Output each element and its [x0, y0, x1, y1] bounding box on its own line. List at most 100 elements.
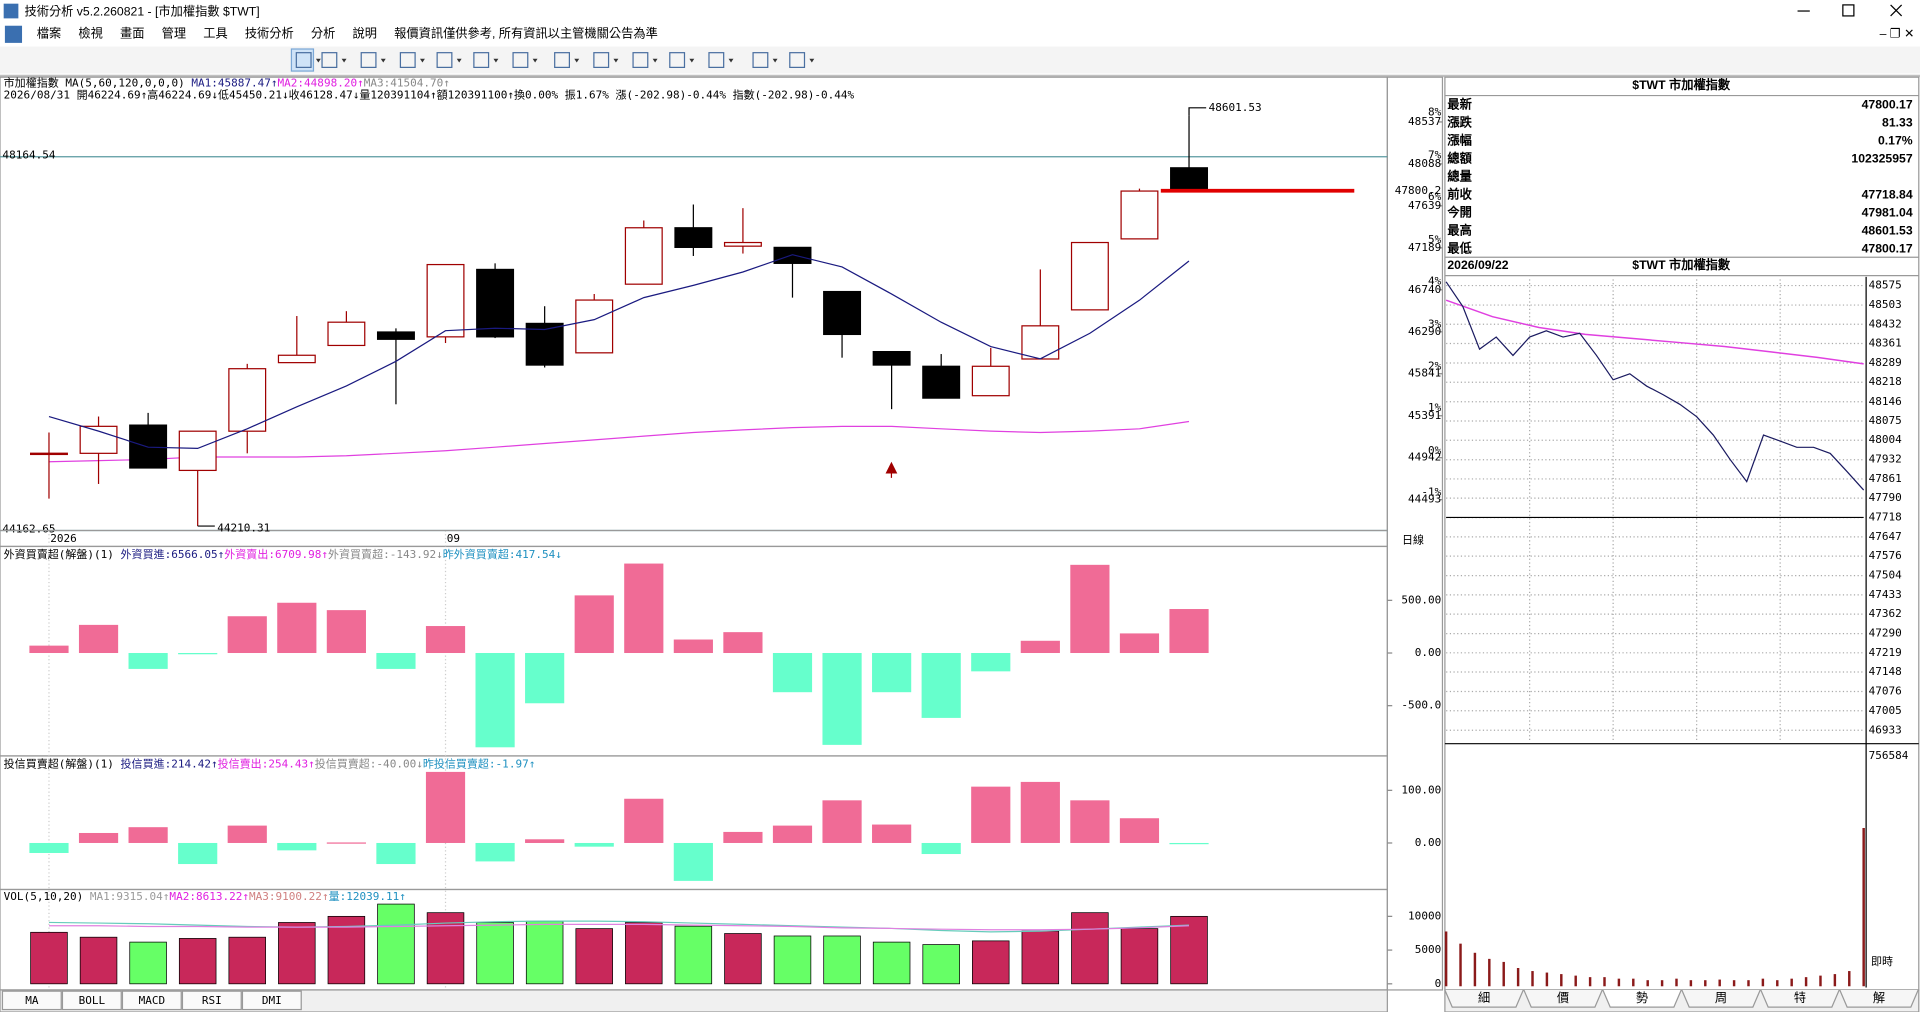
tab-label[interactable]: 價 — [1557, 991, 1569, 1005]
tab-label[interactable]: 周 — [1715, 991, 1727, 1005]
doc-icon — [4, 25, 23, 43]
y-tick-label: 100.00 — [1401, 783, 1441, 796]
tool-dropdown[interactable] — [493, 58, 499, 63]
tool-dropdown[interactable] — [456, 58, 462, 63]
y-tick-label: 48004 — [1869, 433, 1903, 446]
candle-body — [1070, 241, 1109, 311]
menu-item[interactable]: 技術分析 — [245, 27, 294, 41]
header-segment: 市加權指數 MA(5,60,120,0,0,0) — [4, 75, 192, 89]
tab[interactable] — [1760, 989, 1840, 1008]
tab[interactable] — [1681, 989, 1761, 1008]
tab-label[interactable]: MACD — [139, 994, 166, 1007]
info-label: 今開 — [1446, 205, 1471, 220]
info-label: 總量 — [1447, 169, 1471, 184]
tool-icon[interactable] — [752, 52, 769, 68]
y-tick-label: 48432 — [1869, 317, 1902, 330]
tool-dropdown[interactable] — [420, 58, 425, 63]
flow-bar — [723, 831, 763, 843]
info-frame — [1444, 76, 1920, 991]
tool-dropdown[interactable] — [574, 58, 580, 63]
flow-bar — [128, 653, 168, 669]
tool-icon[interactable] — [436, 52, 453, 68]
tab-label[interactable]: 解 — [1873, 991, 1885, 1005]
tool-dropdown[interactable] — [652, 58, 658, 63]
header-segment: 昨外資買賣超:417.54↓ — [443, 547, 562, 561]
header-segment: 投信買賣超:-40.00↓ — [315, 757, 423, 771]
menu-item[interactable]: 管理 — [162, 26, 186, 41]
menu-item[interactable]: 報價資訊僅供參考, 所有資訊以主管機關公告為準 — [394, 26, 658, 41]
y-tick-label: 500.00 — [1401, 593, 1441, 606]
flow-bar — [78, 832, 119, 843]
flow-bar — [1020, 781, 1060, 843]
tab-label[interactable]: 特 — [1794, 990, 1806, 1005]
tab[interactable] — [121, 990, 182, 1011]
tool-icon[interactable] — [708, 52, 725, 68]
tool-icon[interactable] — [593, 52, 610, 68]
tab-label[interactable]: 勢 — [1636, 990, 1648, 1005]
tool-dropdown[interactable] — [380, 58, 386, 63]
tool-icon[interactable] — [554, 52, 570, 68]
tool-dropdown[interactable] — [772, 58, 778, 63]
tool-icon[interactable] — [360, 52, 377, 68]
tab-label[interactable]: 細 — [1478, 991, 1490, 1005]
flow-bar — [921, 653, 961, 718]
tool-dropdown[interactable] — [728, 58, 734, 63]
candle-body — [971, 365, 1010, 397]
tab[interactable] — [241, 990, 302, 1011]
y-tick-label: 46740 — [1408, 283, 1441, 296]
tab[interactable] — [181, 990, 242, 1011]
tool-icon[interactable] — [512, 52, 529, 68]
tab-label[interactable]: MA — [25, 994, 39, 1007]
app-icon — [3, 3, 19, 19]
tab[interactable] — [1602, 989, 1682, 1008]
close-button[interactable] — [1890, 4, 1903, 17]
signal-arrow — [885, 461, 898, 478]
intraday-line — [1445, 281, 1865, 491]
tool-icon[interactable] — [632, 52, 649, 68]
volume-bar — [178, 938, 217, 985]
tab[interactable] — [1523, 989, 1603, 1008]
tool-icon[interactable] — [295, 52, 312, 68]
axis-label: 日線 — [1402, 532, 1424, 546]
menu-item[interactable]: 檔案 — [37, 27, 61, 41]
menu-item[interactable]: 工具 — [203, 27, 227, 41]
tool-icon[interactable] — [399, 52, 416, 68]
info-value: 48601.53 — [1862, 224, 1913, 238]
flow-bar — [1119, 818, 1160, 843]
volume-bar — [1170, 915, 1208, 985]
menu-item[interactable]: 畫面 — [120, 26, 144, 41]
tab[interactable] — [1, 990, 62, 1011]
tab[interactable] — [1839, 989, 1919, 1008]
info-value: 47800.17 — [1862, 98, 1913, 112]
y-tick-label: 47219 — [1869, 646, 1902, 659]
tab-label[interactable]: BOLL — [79, 994, 106, 1007]
tab[interactable] — [61, 990, 122, 1011]
candle-body — [773, 246, 812, 264]
tool-dropdown[interactable] — [315, 58, 321, 63]
flow-bar — [277, 602, 317, 654]
header-segment: MA1:9315.04↑ — [90, 890, 170, 903]
tab-label[interactable]: DMI — [262, 994, 282, 1007]
y-tick-label: 46933 — [1869, 723, 1902, 736]
intraday-avg — [1445, 299, 1864, 365]
tool-dropdown[interactable] — [809, 58, 815, 63]
tool-dropdown[interactable] — [341, 58, 347, 63]
mdi-controls[interactable]: – ❐ ✕ — [1880, 27, 1915, 41]
maximize-button[interactable] — [1842, 4, 1855, 17]
flow-bar — [723, 632, 763, 654]
candle-body — [575, 299, 614, 354]
tool-icon[interactable] — [789, 52, 806, 68]
y-tick-label: 47647 — [1869, 530, 1902, 543]
info-label: 總額 — [1447, 151, 1472, 166]
tool-icon[interactable] — [321, 52, 338, 68]
menu-item[interactable]: 分析 — [311, 27, 335, 41]
tool-dropdown[interactable] — [532, 58, 538, 63]
tool-icon[interactable] — [473, 52, 490, 68]
tab[interactable] — [1444, 989, 1524, 1008]
tool-icon[interactable] — [669, 52, 686, 68]
menu-item[interactable]: 說明 — [353, 27, 377, 41]
menu-item[interactable]: 檢視 — [78, 26, 102, 41]
tab-label[interactable]: RSI — [202, 994, 222, 1007]
tool-dropdown[interactable] — [689, 58, 695, 63]
tool-dropdown[interactable] — [613, 58, 619, 63]
